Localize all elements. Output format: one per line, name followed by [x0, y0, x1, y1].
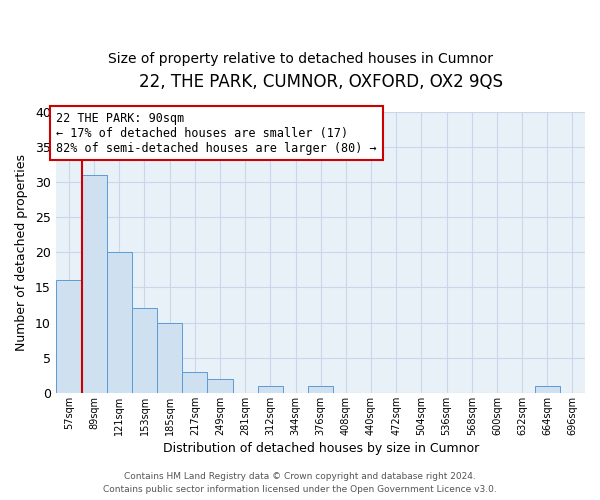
Bar	[56, 280, 82, 393]
Title: 22, THE PARK, CUMNOR, OXFORD, OX2 9QS: 22, THE PARK, CUMNOR, OXFORD, OX2 9QS	[139, 72, 503, 90]
Bar	[258, 386, 283, 393]
Bar	[132, 308, 157, 393]
Bar	[308, 386, 333, 393]
Text: 22 THE PARK: 90sqm
← 17% of detached houses are smaller (17)
82% of semi-detache: 22 THE PARK: 90sqm ← 17% of detached hou…	[56, 112, 377, 154]
X-axis label: Distribution of detached houses by size in Cumnor: Distribution of detached houses by size …	[163, 442, 479, 455]
Bar	[157, 322, 182, 393]
Bar	[182, 372, 208, 393]
Text: Size of property relative to detached houses in Cumnor: Size of property relative to detached ho…	[107, 52, 493, 66]
Bar	[535, 386, 560, 393]
Text: Contains HM Land Registry data © Crown copyright and database right 2024.
Contai: Contains HM Land Registry data © Crown c…	[103, 472, 497, 494]
Bar	[82, 175, 107, 393]
Bar	[107, 252, 132, 393]
Y-axis label: Number of detached properties: Number of detached properties	[15, 154, 28, 350]
Bar	[208, 379, 233, 393]
